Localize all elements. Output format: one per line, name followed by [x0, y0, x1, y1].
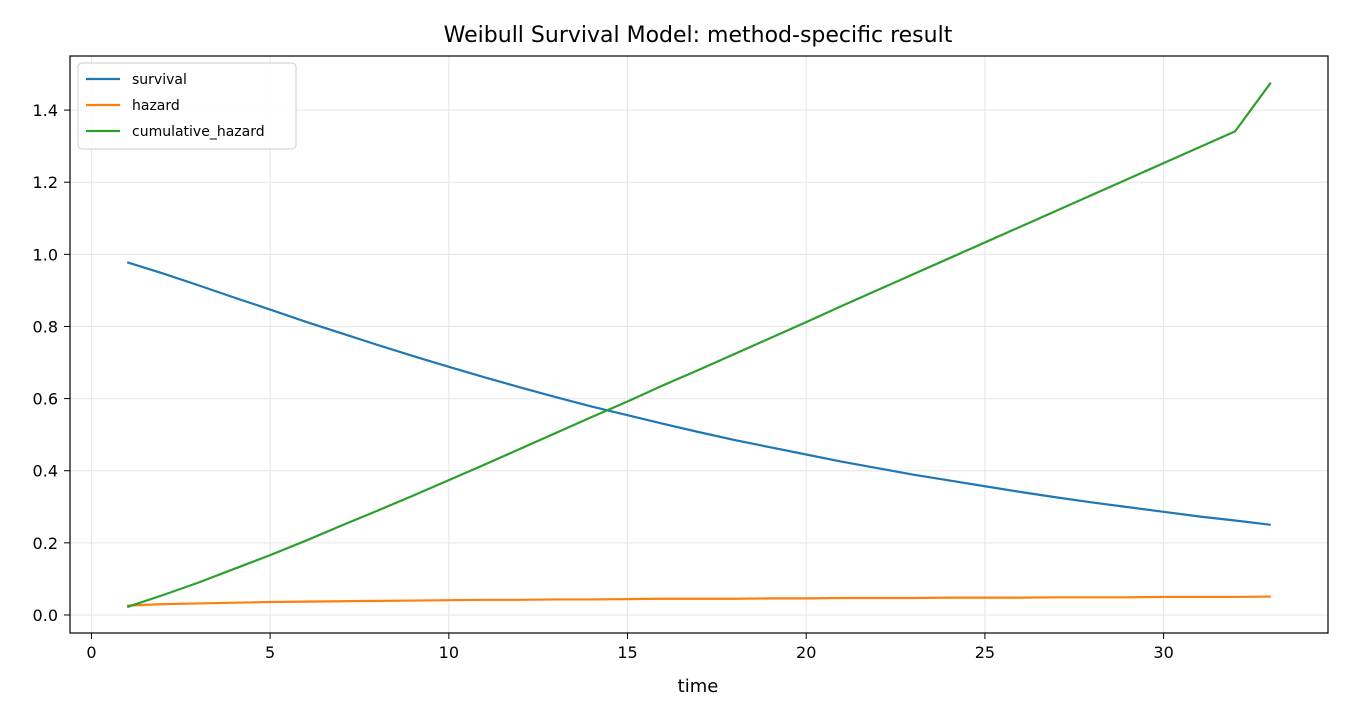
series-line-hazard	[127, 595, 1271, 607]
y-axis-ticks: 0.0 0.2 0.4 0.6 0.8 1.0 1.2 1.4	[33, 101, 70, 625]
x-tick-label: 25	[975, 643, 995, 662]
legend-label-hazard: hazard	[132, 98, 180, 114]
legend-label-survival: survival	[132, 72, 187, 88]
x-tick-label: 10	[439, 643, 459, 662]
legend: survival hazard cumulative_hazard	[77, 62, 297, 150]
y-tick-label: 0.4	[33, 462, 58, 481]
y-tick-label: 0.6	[33, 390, 58, 409]
x-axis-ticks: 0 5 10 15 20 25 30	[86, 633, 1174, 662]
y-tick-label: 0.2	[33, 534, 58, 553]
y-tick-label: 0.8	[33, 317, 58, 336]
legend-box	[77, 62, 297, 150]
x-axis-label: time	[678, 676, 719, 697]
x-tick-label: 5	[265, 643, 275, 662]
chart-title: Weibull Survival Model: method-specific …	[444, 23, 953, 48]
series-lines	[126, 82, 1272, 609]
y-tick-label: 1.0	[33, 245, 58, 264]
plot-frame	[69, 55, 1329, 634]
y-tick-label: 1.4	[33, 101, 58, 120]
x-tick-label: 15	[617, 643, 637, 662]
x-tick-label: 0	[86, 643, 96, 662]
x-tick-label: 20	[796, 643, 816, 662]
y-tick-label: 1.2	[33, 173, 58, 192]
grid	[70, 56, 1328, 633]
x-tick-label: 30	[1153, 643, 1173, 662]
series-line-cumulative-hazard	[126, 82, 1272, 609]
y-tick-label: 0.0	[33, 606, 58, 625]
series-line-survival	[126, 261, 1271, 526]
legend-label-cumulative-hazard: cumulative_hazard	[132, 124, 265, 140]
